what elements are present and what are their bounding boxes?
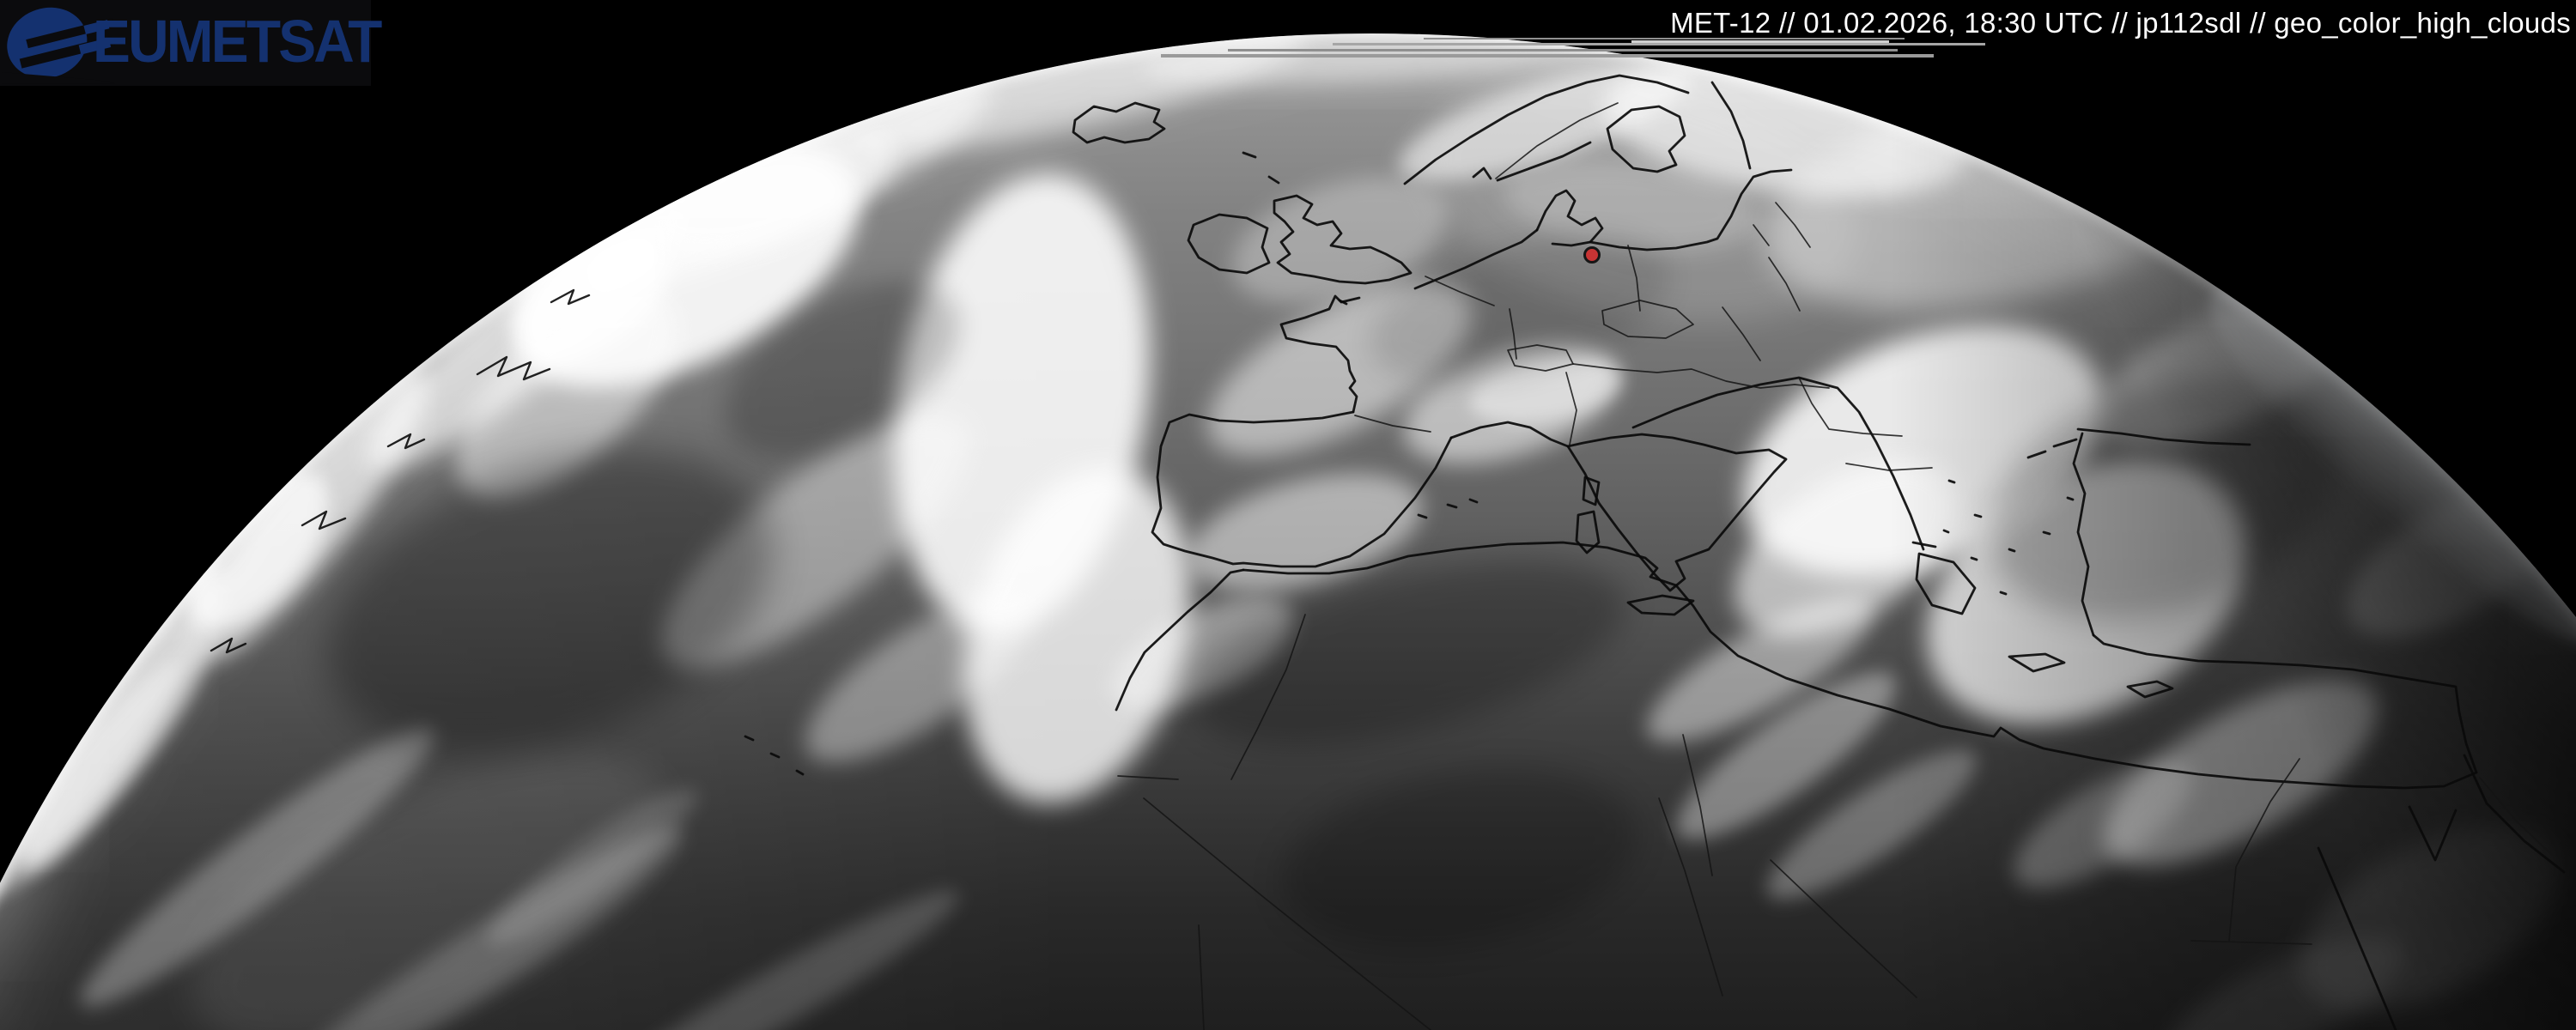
scanline bbox=[1333, 43, 1985, 45]
country-borders bbox=[1117, 102, 2553, 1030]
eumetsat-logo-text: EUMETSAT bbox=[93, 8, 382, 75]
eumetsat-logo: EUMETSAT bbox=[0, 0, 382, 86]
scanline bbox=[1228, 49, 1898, 52]
coastlines bbox=[744, 74, 2566, 1030]
scanline bbox=[1424, 38, 1905, 39]
eumetsat-globe-icon bbox=[2, 7, 115, 84]
limb-coast-artifacts bbox=[210, 288, 591, 654]
scanline bbox=[1161, 54, 1934, 58]
location-marker bbox=[1583, 246, 1601, 264]
scanline bbox=[1631, 40, 1889, 43]
image-caption: MET-12 // 01.02.2026, 18:30 UTC // jp112… bbox=[1670, 7, 2571, 39]
